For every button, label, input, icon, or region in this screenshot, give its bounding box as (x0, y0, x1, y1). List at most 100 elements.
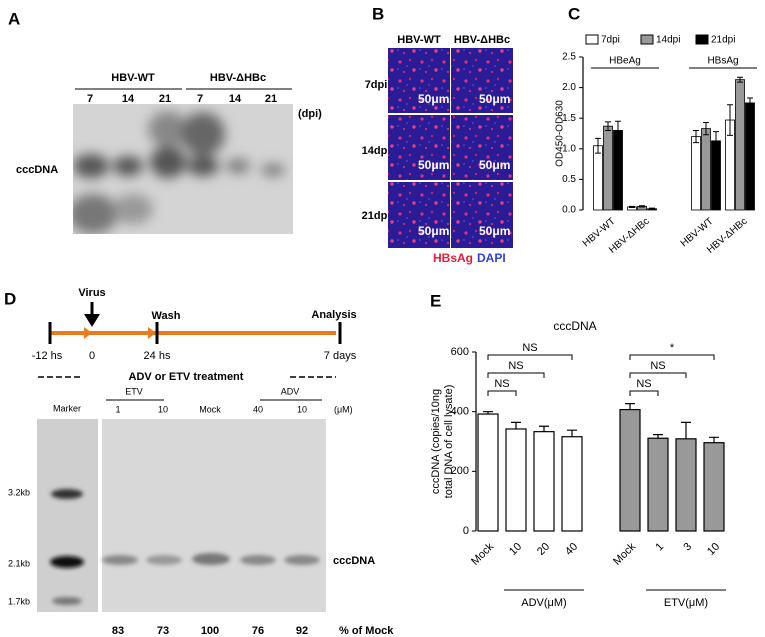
error-bar (605, 121, 611, 131)
row-label: 7dpi (365, 79, 388, 91)
sig-label: NS (522, 342, 537, 354)
sig-bracket (487, 372, 545, 378)
sig-label: * (670, 342, 675, 354)
legend-swatch (585, 34, 599, 45)
gel-image (102, 419, 326, 612)
scale-label: 50μm (479, 92, 510, 106)
event-label: Virus (78, 287, 105, 299)
legend-label: 14dpi (656, 35, 680, 46)
x-tick-label: 40 (563, 541, 580, 558)
bar (477, 413, 499, 532)
y-tick-label: 2.0 (562, 82, 576, 93)
error-bar (681, 421, 691, 439)
bar (647, 437, 669, 532)
bar (619, 408, 641, 532)
sig-bracket (629, 390, 659, 396)
drug-label: ADV (281, 386, 300, 396)
y-tick-label: 400 (451, 406, 469, 418)
percent-label: 92 (296, 625, 308, 637)
bar (745, 102, 755, 211)
lane-label: 7 (87, 93, 93, 105)
legend-label: 21dpi (711, 35, 735, 46)
error-bar (703, 121, 709, 136)
gel-bands (50, 489, 320, 605)
panel-e: E cccDNA 0 200 400 600 cccDNA (copies/10ng tot… (430, 291, 726, 609)
error-bar (629, 205, 635, 209)
x-tick-label: 1 (653, 541, 666, 554)
y-tick-label: 0.5 (562, 174, 576, 185)
error-bar (737, 76, 743, 83)
stain-label: HBsAg (433, 251, 473, 265)
arrowhead (148, 327, 156, 339)
error-bar (567, 429, 577, 437)
group-label: HBsAg (707, 56, 738, 67)
lane-label: 7 (197, 93, 203, 105)
x-tick-label: Mock (469, 540, 496, 567)
percent-title: % of Mock (339, 625, 394, 637)
bar (711, 140, 721, 211)
x-tick-label: 10 (705, 541, 722, 558)
group-label: HBV-WT (111, 72, 155, 84)
error-bar (539, 425, 549, 432)
x-tick-label: 20 (535, 541, 552, 558)
sig-label: NS (494, 378, 509, 390)
band-label: cccDNA (333, 555, 375, 567)
lane-label: 14 (229, 93, 242, 105)
scale-label: 50μm (418, 158, 449, 172)
sig-label: NS (508, 360, 523, 372)
group-label: HBeAg (609, 56, 641, 67)
sig-label: NS (636, 378, 651, 390)
panel-b: B HBV-WT HBV-ΔHBc 7dpi 14dpi 21dpi 50μm … (362, 4, 513, 265)
bar (703, 442, 725, 532)
time-label: 0 (89, 350, 95, 362)
bar (691, 136, 701, 211)
error-bar (649, 207, 655, 210)
x-tick-label: 10 (507, 541, 524, 558)
gel-image (73, 104, 293, 234)
bar (561, 436, 583, 532)
x-tick-label: Mock (611, 540, 638, 567)
error-bar (639, 205, 645, 208)
percent-label: 100 (201, 625, 219, 637)
time-label: -12 hs (32, 350, 63, 362)
panel-label: C (568, 4, 580, 23)
error-bar (693, 129, 699, 144)
legend-swatch (640, 34, 654, 45)
percent-label: 76 (252, 625, 264, 637)
scale-label: 50μm (479, 158, 510, 172)
percent-label: 73 (157, 625, 169, 637)
percent-label: 83 (112, 625, 124, 637)
panel-d: D Virus Wash Analysis -12 hs 0 24 hs 7 d… (4, 287, 394, 637)
treatment-label: ADV or ETV treatment (129, 371, 244, 383)
drug-label: ETV (125, 386, 143, 396)
unit-label: (μM) (334, 404, 353, 414)
panel-a: A HBV-WT HBV-ΔHBc 7 14 21 7 14 21 (dpi) … (8, 9, 322, 234)
size-label: 2.1kb (8, 558, 30, 568)
lane-label: 21 (159, 93, 171, 105)
chart-title: cccDNA (553, 319, 596, 333)
error-bar (511, 421, 521, 429)
size-label: 3.2kb (8, 487, 30, 497)
time-label: 24 hs (144, 350, 171, 362)
y-tick-label: 1.5 (562, 113, 576, 124)
error-bar (615, 120, 621, 141)
y-tick-label: 0 (463, 525, 469, 537)
time-label: 7 days (324, 350, 357, 362)
size-label: 1.7kb (8, 596, 30, 606)
column-label: HBV-ΔHBc (454, 34, 510, 46)
virus-arrow (84, 314, 100, 327)
sig-bracket (629, 354, 715, 360)
event-label: Analysis (311, 309, 356, 321)
bar (675, 438, 697, 532)
panel-label: E (430, 291, 441, 310)
error-bar (709, 436, 719, 443)
sig-bracket (487, 354, 573, 360)
lane-label: 40 (253, 404, 263, 414)
bar (533, 431, 555, 532)
error-bar (625, 403, 635, 410)
legend-label: 7dpi (601, 35, 620, 46)
scale-label: 50μm (418, 92, 449, 106)
bar (593, 145, 603, 211)
legend-swatch (695, 34, 709, 45)
error-bar (747, 97, 753, 109)
